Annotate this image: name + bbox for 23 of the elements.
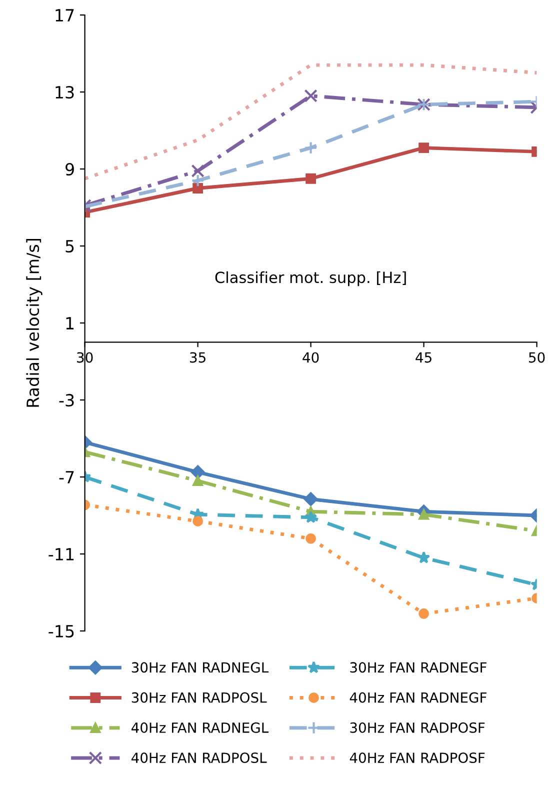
x-tick-label: 40 [302,352,319,363]
y-axis-title: Radial velocity [m/s] [26,239,42,407]
y-tick-label: -3 [59,394,74,407]
legend-label: 30Hz FAN RADNEGF [350,662,486,673]
y-tick-label: -7 [59,471,74,484]
legend-label: 40Hz FAN RADPOSL [132,752,267,764]
x-axis-title: Classifier mot. supp. [Hz] [215,271,406,286]
y-tick-label: 9 [66,162,74,176]
y-tick-label: 1 [66,317,74,330]
legend-label: 40Hz FAN RADNEGF [350,692,486,703]
y-tick-label: 13 [56,86,74,99]
y-tick-label: -15 [48,625,74,638]
legend-label: 40Hz FAN RADPOSF [350,752,485,764]
y-tick-label: 5 [66,240,74,253]
y-tick-label: -11 [48,548,74,560]
x-tick-label: 50 [529,352,545,363]
legend-label: 30Hz FAN RADNEGL [132,662,269,673]
legend-label: 30Hz FAN RADPOSL [132,692,267,703]
legend-label: 40Hz FAN RADNEGL [132,722,269,733]
x-tick-label: 45 [416,352,432,363]
y-tick-label: 17 [56,9,74,22]
x-tick-label: 35 [190,352,206,363]
legend-label: 30Hz FAN RADPOSF [350,722,485,733]
